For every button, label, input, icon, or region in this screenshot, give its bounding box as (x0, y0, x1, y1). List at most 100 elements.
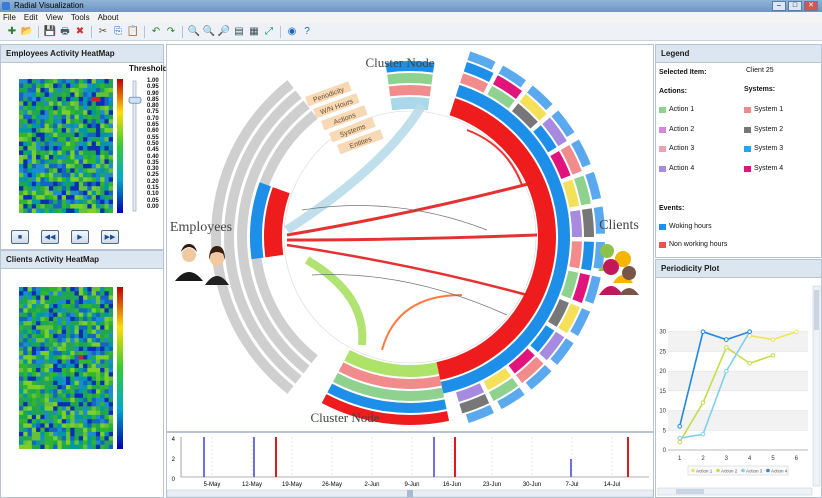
series-point[interactable] (677, 435, 682, 441)
client-segment[interactable] (542, 117, 567, 147)
threshold-slider[interactable] (128, 79, 142, 213)
connection-link[interactable] (381, 294, 463, 351)
paste-icon[interactable]: 📋 (126, 25, 140, 37)
employee-ring[interactable] (223, 90, 302, 384)
series-point[interactable] (724, 337, 729, 342)
series-line[interactable] (679, 331, 751, 439)
client-ring-blue[interactable] (440, 84, 570, 394)
settings-icon[interactable]: ◉ (287, 25, 297, 37)
client-outer-square[interactable] (585, 171, 602, 200)
copy-icon[interactable]: ⎘ (114, 25, 122, 37)
client-segment[interactable] (519, 94, 547, 121)
undo-icon[interactable]: ↶ (151, 25, 161, 37)
expand-icon[interactable]: ⤢ (265, 25, 273, 37)
redo-icon[interactable]: ↷ (166, 25, 176, 37)
client-outer-square[interactable] (497, 387, 525, 410)
series-point[interactable] (700, 329, 706, 335)
cluster-top-segment[interactable] (385, 61, 435, 73)
print-icon[interactable]: 🖶 (60, 25, 70, 37)
client-segment[interactable] (581, 208, 594, 237)
timeline-event-bar[interactable] (454, 437, 456, 477)
client-segment[interactable] (558, 303, 580, 334)
forward-button[interactable]: ▶▶ (101, 230, 119, 244)
client-outer-square[interactable] (593, 206, 605, 234)
cut-icon[interactable]: ✂ (98, 25, 108, 37)
client-outer-square[interactable] (465, 404, 494, 423)
rewind-button[interactable]: ◀◀ (41, 230, 59, 244)
client-segment[interactable] (562, 179, 580, 208)
series-point[interactable] (770, 337, 776, 342)
menu-about[interactable]: About (97, 13, 119, 22)
client-segment[interactable] (561, 270, 579, 299)
client-segment[interactable] (511, 103, 538, 129)
employees-heatmap[interactable] (19, 79, 113, 213)
timeline-scroll-thumb[interactable] (407, 490, 413, 497)
help-icon[interactable]: ? (304, 25, 310, 37)
zoom-in-icon[interactable]: 🔍 (187, 25, 201, 37)
open-icon[interactable]: 📂 (20, 25, 34, 37)
close-button[interactable]: ✕ (804, 1, 818, 11)
series-point[interactable] (770, 353, 776, 358)
series-point[interactable] (700, 400, 706, 405)
horizontal-scroll-thumb[interactable] (676, 489, 704, 494)
series-point[interactable] (747, 360, 752, 366)
client-segment[interactable] (463, 62, 494, 82)
series-point[interactable] (700, 431, 706, 437)
client-segment[interactable] (548, 298, 569, 327)
client-outer-square[interactable] (527, 85, 553, 111)
menu-file[interactable]: File (3, 13, 16, 22)
client-segment[interactable] (570, 210, 582, 237)
timeline-event-bar[interactable] (275, 437, 277, 477)
cluster-top-segment[interactable] (388, 85, 432, 97)
connection-link[interactable] (286, 181, 533, 237)
clients-heatmap[interactable] (19, 287, 113, 449)
client-segment[interactable] (574, 175, 591, 206)
connection-link[interactable] (304, 256, 367, 346)
timeline-event-bar[interactable] (253, 437, 255, 477)
connection-link[interactable] (301, 205, 488, 231)
stop-button[interactable]: ■ (11, 230, 29, 244)
page-icon[interactable]: ▤ (234, 25, 244, 37)
client-outer-square[interactable] (551, 110, 575, 138)
client-segment[interactable] (550, 151, 571, 179)
zoom-out-icon[interactable]: 🔍 (202, 25, 216, 37)
maximize-button[interactable]: □ (788, 1, 802, 11)
client-segment[interactable] (508, 348, 535, 374)
save-icon[interactable]: 💾 (43, 25, 57, 37)
menu-view[interactable]: View (45, 13, 63, 22)
timeline-event-bar[interactable] (433, 437, 435, 477)
employee-ring-blue[interactable] (250, 182, 271, 260)
grid-icon[interactable]: ▦ (249, 25, 259, 37)
series-point[interactable] (724, 345, 729, 350)
client-outer-square[interactable] (571, 139, 591, 168)
client-outer-square[interactable] (584, 275, 601, 304)
timeline-event-bar[interactable] (570, 459, 572, 477)
client-segment[interactable] (459, 394, 490, 414)
menu-edit[interactable]: Edit (23, 13, 38, 22)
cluster-bottom-segment[interactable] (338, 362, 442, 389)
vertical-scroll-thumb[interactable] (814, 290, 819, 330)
series-point[interactable] (747, 329, 752, 335)
employee-ring-red[interactable] (264, 187, 290, 258)
series-point[interactable] (677, 439, 682, 445)
vertical-scrollbar[interactable] (812, 285, 821, 487)
series-point[interactable] (794, 329, 799, 335)
client-segment[interactable] (533, 125, 557, 153)
client-outer-square[interactable] (498, 65, 526, 88)
client-segment[interactable] (488, 377, 519, 401)
connection-link[interactable] (311, 274, 508, 316)
client-segment[interactable] (572, 273, 590, 303)
series-line[interactable] (678, 330, 750, 427)
connection-link[interactable] (466, 129, 523, 186)
client-segment[interactable] (539, 331, 565, 361)
cluster-bottom-segment[interactable] (327, 383, 447, 414)
horizontal-scrollbar[interactable] (657, 487, 813, 496)
cluster-top-segment[interactable] (387, 73, 433, 85)
employee-ring[interactable] (237, 100, 310, 374)
cluster-bottom-ring[interactable] (344, 350, 440, 378)
client-outer-square[interactable] (570, 308, 591, 336)
new-icon[interactable]: ✚ (7, 25, 17, 37)
client-outer-square[interactable] (550, 338, 574, 365)
